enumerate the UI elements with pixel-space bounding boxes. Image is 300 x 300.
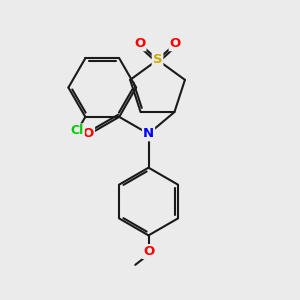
Text: S: S xyxy=(153,53,162,66)
Text: O: O xyxy=(134,37,146,50)
Text: Cl: Cl xyxy=(70,124,84,137)
Text: O: O xyxy=(169,37,181,50)
Text: N: N xyxy=(143,127,154,140)
Text: O: O xyxy=(143,245,154,258)
Text: O: O xyxy=(83,127,94,140)
